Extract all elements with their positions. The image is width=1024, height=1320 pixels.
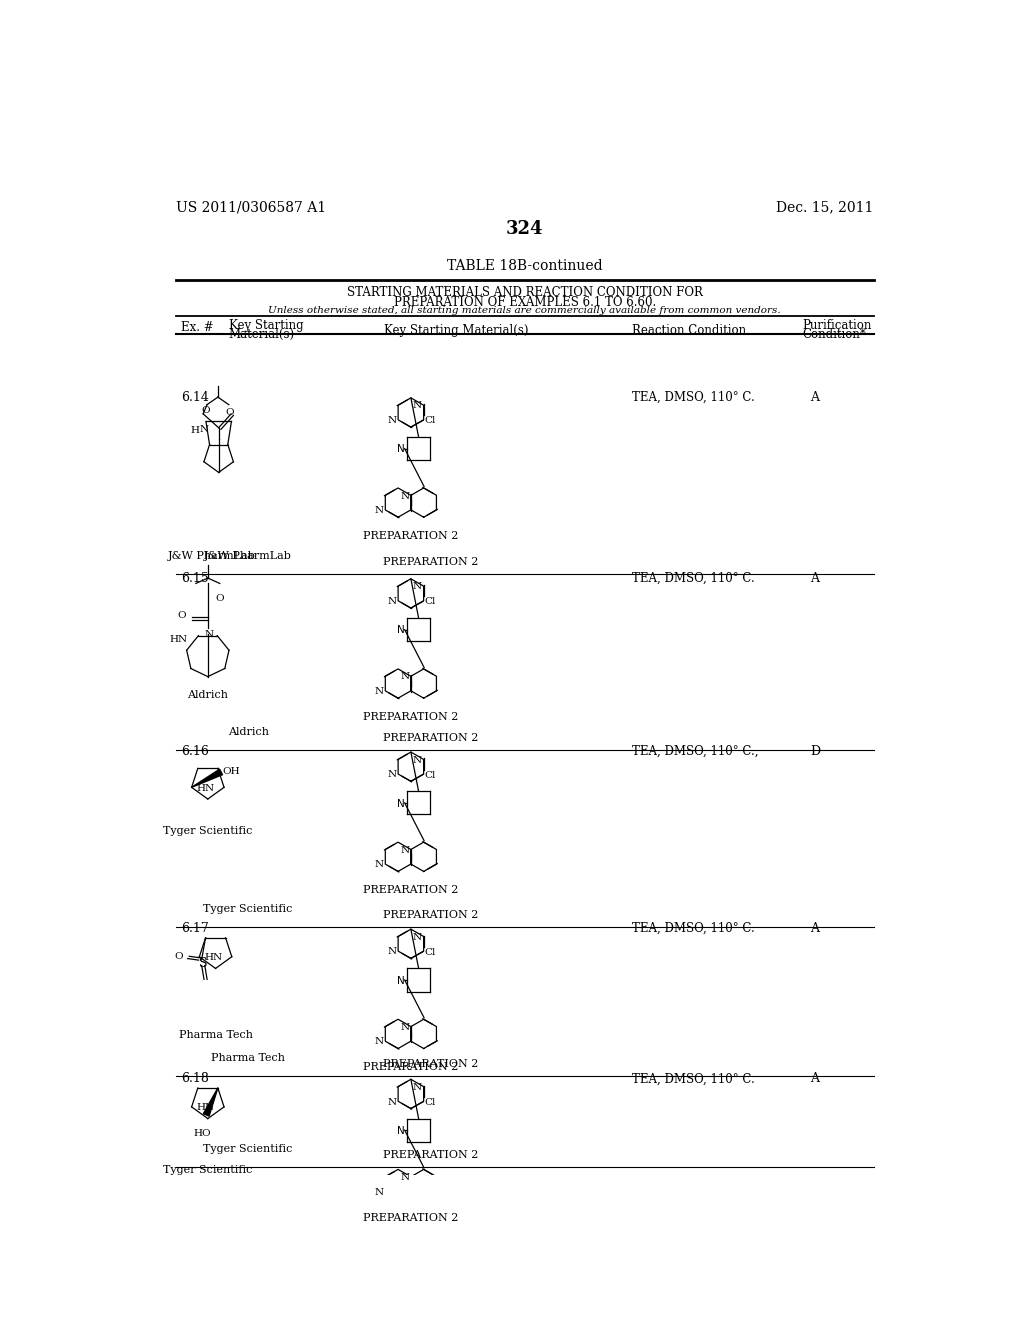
Text: Aldrich: Aldrich — [187, 689, 228, 700]
Text: N: N — [375, 1188, 384, 1197]
Text: N: N — [375, 506, 384, 515]
Text: PREPARATION 2: PREPARATION 2 — [364, 711, 459, 722]
Text: TEA, DMSO, 110° C.: TEA, DMSO, 110° C. — [632, 1072, 755, 1085]
Text: N: N — [397, 975, 404, 986]
Text: J&W PharmLab: J&W PharmLab — [204, 552, 292, 561]
Text: N: N — [375, 688, 384, 696]
Text: D: D — [810, 744, 820, 758]
Text: Unless otherwise stated, all starting materials are commercially available from : Unless otherwise stated, all starting ma… — [268, 306, 781, 315]
Text: N: N — [413, 1082, 422, 1092]
Text: 6.14: 6.14 — [180, 391, 209, 404]
Text: PREPARATION OF EXAMPLES 6.1 TO 6.60.: PREPARATION OF EXAMPLES 6.1 TO 6.60. — [393, 296, 656, 309]
Text: TEA, DMSO, 110° C.: TEA, DMSO, 110° C. — [632, 923, 755, 936]
Text: HO: HO — [194, 1129, 211, 1138]
Text: Cl: Cl — [424, 417, 435, 425]
Text: N: N — [205, 630, 214, 639]
Text: N: N — [400, 1023, 410, 1032]
Text: PREPARATION 2: PREPARATION 2 — [383, 1150, 478, 1160]
Text: N: N — [400, 1173, 410, 1181]
Text: Tyger Scientific: Tyger Scientific — [204, 904, 293, 913]
Text: Purification: Purification — [802, 319, 871, 333]
Text: Reaction Condition: Reaction Condition — [632, 323, 745, 337]
Text: Dec. 15, 2011: Dec. 15, 2011 — [776, 201, 873, 215]
Text: Aldrich: Aldrich — [227, 726, 268, 737]
Text: OH: OH — [222, 767, 241, 776]
Text: 6.15: 6.15 — [180, 572, 209, 585]
Text: A: A — [810, 572, 819, 585]
Text: Key Starting: Key Starting — [228, 319, 303, 333]
Text: N: N — [387, 597, 396, 606]
Text: PREPARATION 2: PREPARATION 2 — [364, 886, 459, 895]
Text: O: O — [216, 594, 224, 603]
Text: N: N — [375, 1038, 384, 1047]
Text: Condition*: Condition* — [802, 327, 866, 341]
Text: 6.18: 6.18 — [180, 1072, 209, 1085]
Text: STARTING MATERIALS AND REACTION CONDITION FOR: STARTING MATERIALS AND REACTION CONDITIO… — [347, 286, 702, 300]
Text: PREPARATION 2: PREPARATION 2 — [383, 1059, 478, 1069]
Text: A: A — [810, 1072, 819, 1085]
Text: PREPARATION 2: PREPARATION 2 — [383, 557, 478, 568]
Text: PREPARATION 2: PREPARATION 2 — [364, 1063, 459, 1072]
Text: Cl: Cl — [424, 1098, 435, 1107]
Text: Tyger Scientific: Tyger Scientific — [163, 1164, 253, 1175]
Text: Cl: Cl — [424, 598, 435, 606]
Text: N: N — [400, 491, 410, 500]
Text: N: N — [387, 771, 396, 779]
Text: N: N — [397, 1126, 404, 1137]
Text: PREPARATION 2: PREPARATION 2 — [364, 531, 459, 541]
Text: N: N — [387, 416, 396, 425]
Text: TEA, DMSO, 110° C.: TEA, DMSO, 110° C. — [632, 391, 755, 404]
Text: Material(s): Material(s) — [228, 327, 295, 341]
Text: HN: HN — [169, 635, 187, 644]
Text: N: N — [413, 933, 422, 941]
Text: Cl: Cl — [424, 771, 435, 780]
Text: N: N — [397, 445, 404, 454]
Text: 6.16: 6.16 — [180, 744, 209, 758]
Text: TEA, DMSO, 110° C.: TEA, DMSO, 110° C. — [632, 572, 755, 585]
Text: US 2011/0306587 A1: US 2011/0306587 A1 — [176, 201, 327, 215]
Polygon shape — [204, 1088, 218, 1117]
Text: HN: HN — [197, 1104, 215, 1113]
Text: HN: HN — [205, 953, 222, 962]
Text: N: N — [397, 626, 404, 635]
Text: PREPARATION 2: PREPARATION 2 — [383, 909, 478, 920]
Text: Pharma Tech: Pharma Tech — [178, 1030, 253, 1040]
Text: O: O — [225, 408, 233, 417]
Text: N: N — [387, 948, 396, 957]
Text: 324: 324 — [506, 220, 544, 238]
Text: TEA, DMSO, 110° C.,: TEA, DMSO, 110° C., — [632, 744, 758, 758]
Text: N: N — [375, 861, 384, 870]
Text: PREPARATION 2: PREPARATION 2 — [364, 1213, 459, 1222]
Text: Key Starting Material(s): Key Starting Material(s) — [384, 323, 528, 337]
Text: N: N — [397, 799, 404, 809]
Text: N: N — [413, 401, 422, 411]
Text: O: O — [177, 611, 186, 620]
Text: Pharma Tech: Pharma Tech — [211, 1053, 285, 1063]
Text: J&W PharmLab: J&W PharmLab — [168, 552, 256, 561]
Text: S: S — [199, 957, 208, 970]
Text: HN: HN — [197, 784, 215, 792]
Text: A: A — [810, 923, 819, 936]
Text: N: N — [199, 425, 208, 434]
Text: N: N — [387, 1097, 396, 1106]
Polygon shape — [191, 770, 222, 787]
Text: A: A — [810, 391, 819, 404]
Text: H: H — [190, 426, 200, 436]
Text: Tyger Scientific: Tyger Scientific — [163, 826, 253, 836]
Text: N: N — [413, 582, 422, 591]
Text: Cl: Cl — [424, 948, 435, 957]
Text: N: N — [400, 672, 410, 681]
Text: O: O — [174, 952, 183, 961]
Text: TABLE 18B-continued: TABLE 18B-continued — [447, 259, 602, 272]
Text: N: N — [400, 846, 410, 855]
Text: Tyger Scientific: Tyger Scientific — [204, 1144, 293, 1154]
Text: O: O — [201, 405, 210, 414]
Text: 6.17: 6.17 — [180, 923, 209, 936]
Text: PREPARATION 2: PREPARATION 2 — [383, 733, 478, 743]
Text: Ex. #: Ex. # — [180, 321, 213, 334]
Text: N: N — [413, 755, 422, 764]
